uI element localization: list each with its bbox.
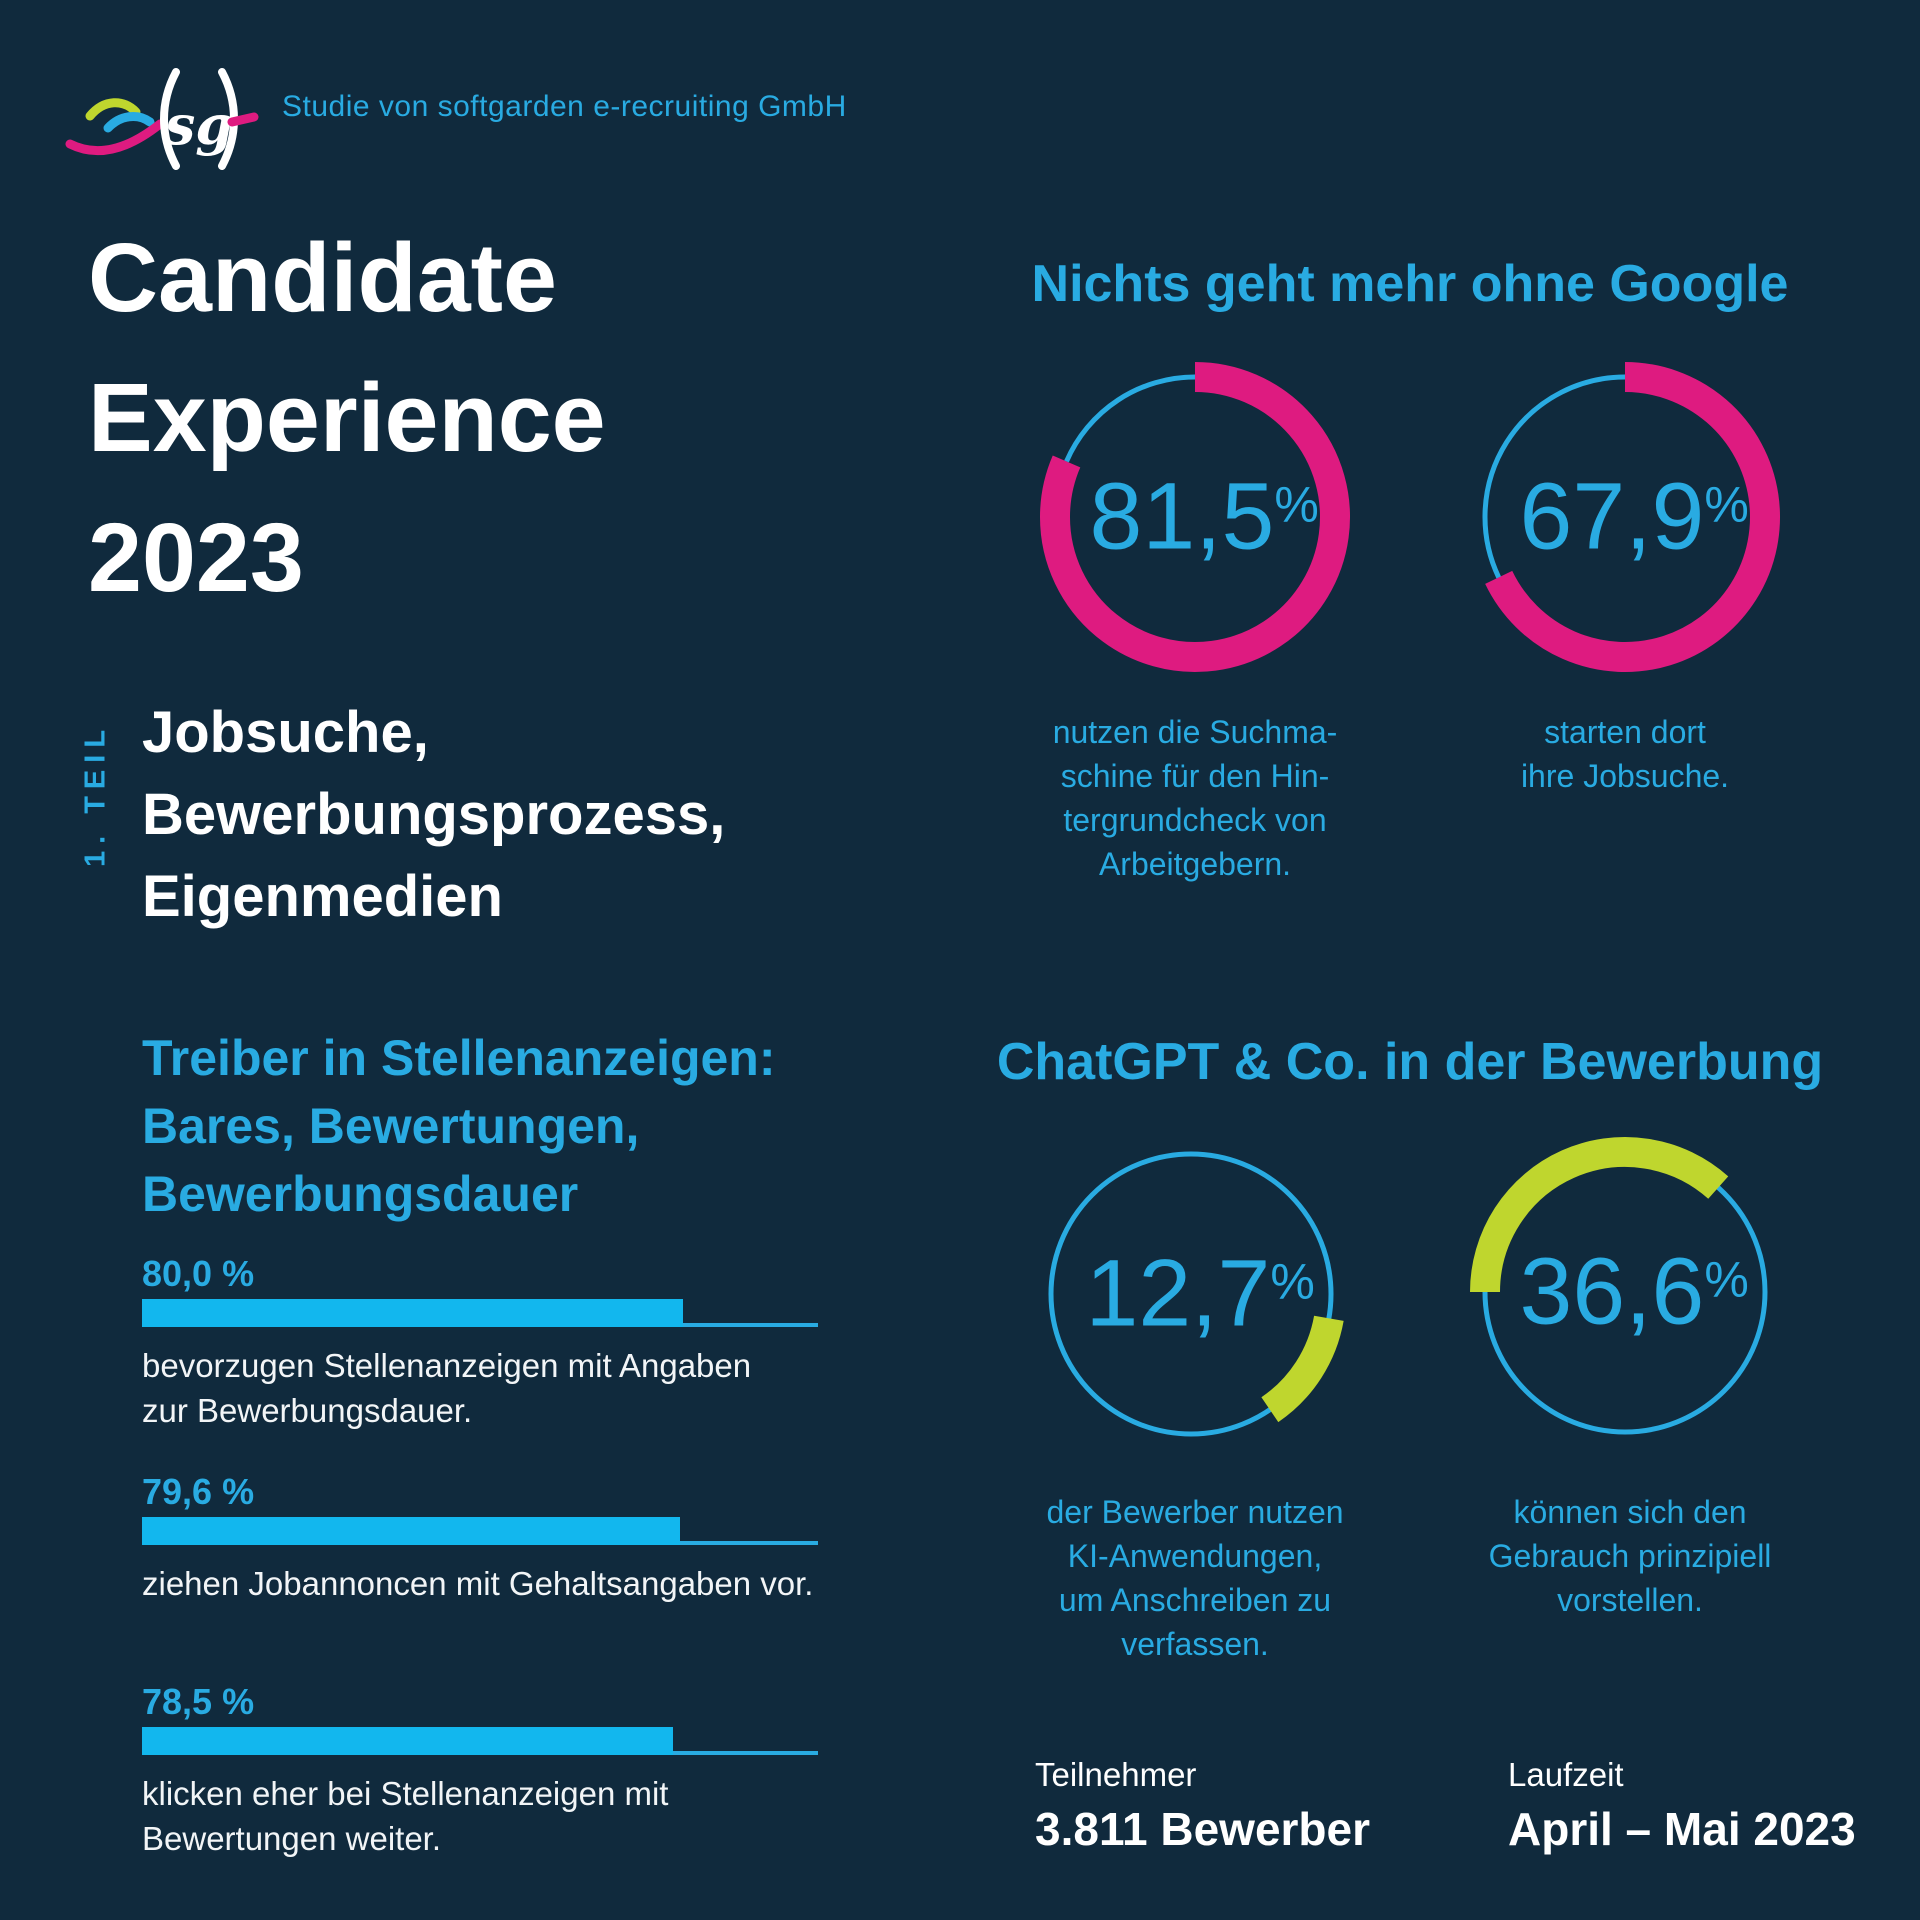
donut-value-number: 81,5 (1089, 463, 1275, 570)
bar-track (142, 1517, 818, 1545)
donut-chart-google-background-check: 81,5% (1035, 357, 1355, 677)
bar-value-label: 80,0 % (142, 1253, 255, 1294)
donut-value-unit: % (1274, 476, 1319, 533)
bar-fill (142, 1299, 683, 1327)
duration-stat: Laufzeit April – Mai 2023 (1508, 1755, 1856, 1855)
donut-value-number: 12,7 (1085, 1240, 1271, 1347)
part-label: 1. TEIL (79, 722, 112, 868)
donut-caption: starten dort ihre Jobsuche. (1520, 714, 1730, 794)
bar-row: 79,6 % ziehen Jobannoncen mit Gehaltsang… (142, 1473, 818, 1606)
softgarden-logo-icon: sg (65, 68, 259, 170)
donut-value-number: 36,6 (1519, 1238, 1705, 1345)
bar-value-label: 79,6 % (142, 1471, 255, 1512)
stat-value: April – Mai 2023 (1508, 1803, 1856, 1855)
donut-chart-ai-usage: 12,7% (1031, 1134, 1351, 1454)
bar-fill (142, 1727, 673, 1755)
bar-chart: 80,0 % bevorzugen Stellenanzeigen mit An… (142, 1255, 818, 1875)
bar-caption: ziehen Jobannoncen mit Gehaltsangaben vo… (142, 1565, 814, 1602)
donut-caption: der Bewerber nutzen KI-Anwendungen, um Ans… (1046, 1494, 1344, 1662)
bar-row: 80,0 % bevorzugen Stellenanzeigen mit An… (142, 1255, 818, 1433)
bar-row: 78,5 % klicken eher bei Stellenanzeigen … (142, 1683, 818, 1861)
donut-value: 36,6% (1519, 1238, 1749, 1345)
page-subtitle: Jobsuche, Bewerbungsprozess, Eigenmedien (142, 700, 726, 929)
donut-value-unit: % (1704, 1251, 1749, 1308)
bar-caption: klicken eher bei Stellenanzeigen mit Bewe… (142, 1775, 669, 1857)
stat-label: Laufzeit (1508, 1756, 1624, 1793)
ai-section-heading: ChatGPT & Co. in der Bewerbung (996, 1033, 1824, 1091)
donut-caption: nutzen die Suchma-schine für den Hin-ter… (1052, 714, 1338, 882)
bar-caption: bevorzugen Stellenanzeigen mit Angaben zu… (142, 1347, 752, 1429)
stat-label: Teilnehmer (1035, 1756, 1197, 1793)
donut-value: 67,9% (1519, 463, 1749, 570)
participants-stat: Teilnehmer 3.811 Bewerber (1035, 1755, 1370, 1855)
svg-text:sg: sg (164, 93, 233, 157)
bar-value-label: 78,5 % (142, 1681, 255, 1722)
donut-value-unit: % (1704, 476, 1749, 533)
google-section-heading: Nichts geht mehr ohne Google (1031, 255, 1789, 313)
bar-section-heading: Treiber in Stellenanzeigen: Bares, Bewert… (142, 1030, 776, 1222)
stat-value: 3.811 Bewerber (1035, 1803, 1371, 1855)
donut-value: 12,7% (1085, 1240, 1315, 1347)
donut-value-number: 67,9 (1519, 463, 1705, 570)
donut-value: 81,5% (1089, 463, 1319, 570)
donut-chart-ai-openness: 36,6% (1465, 1132, 1785, 1452)
bar-track (142, 1299, 818, 1327)
bar-track (142, 1727, 818, 1755)
page-title: Candidate Experience 2023 (88, 223, 606, 612)
study-byline: Studie von softgarden e-recruiting GmbH (282, 90, 847, 123)
donut-chart-google-job-search: 67,9% (1465, 357, 1785, 677)
bar-fill (142, 1517, 681, 1545)
donut-caption: können sich den Gebrauch prinzipiell vorst… (1488, 1494, 1772, 1618)
donut-value-unit: % (1270, 1253, 1315, 1310)
